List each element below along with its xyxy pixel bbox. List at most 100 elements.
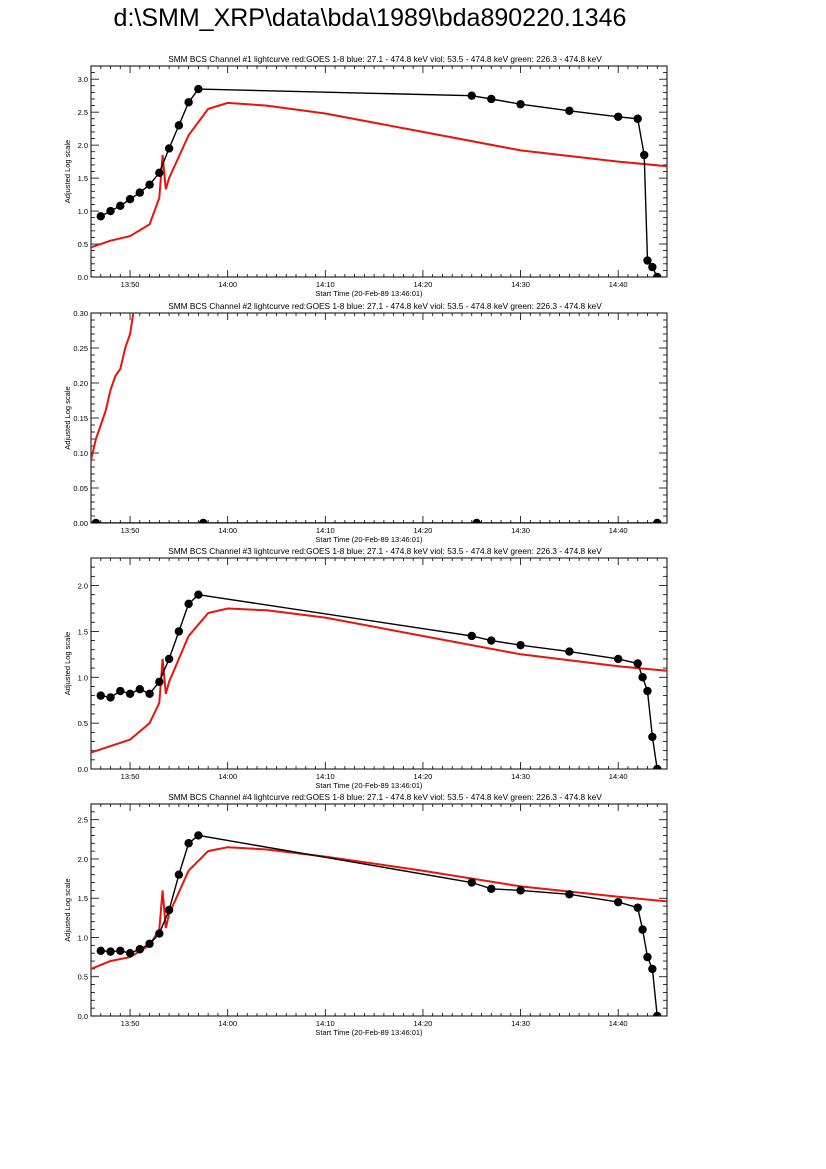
goes-series-line xyxy=(91,607,667,754)
x-tick-label: 14:00 xyxy=(218,772,237,781)
bcs-data-point xyxy=(116,201,125,210)
bcs-data-point xyxy=(565,890,574,899)
bcs-data-point xyxy=(516,640,525,650)
y-tick-label: 3.0 xyxy=(78,75,88,84)
bcs-data-point xyxy=(633,903,642,912)
y-tick-label: 1.5 xyxy=(78,174,88,183)
chart-title: SMM BCS Channel #4 lightcurve red:GOES 1… xyxy=(168,792,602,802)
bcs-data-point xyxy=(125,948,135,958)
bcs-data-point xyxy=(194,590,203,599)
bcs-data-point xyxy=(643,256,652,265)
y-tick-label: 1.0 xyxy=(78,673,88,682)
bcs-data-point xyxy=(155,168,164,178)
bcs-data-point xyxy=(174,627,184,636)
x-tick-label: 14:20 xyxy=(414,280,433,289)
bcs-data-point xyxy=(565,647,574,656)
y-axis-label: Adjusted Log scale xyxy=(63,878,72,941)
y-tick-label: 1.0 xyxy=(78,933,88,942)
bcs-data-point xyxy=(467,878,476,887)
bcs-data-point xyxy=(467,631,476,641)
goes-series-line xyxy=(91,101,667,249)
y-tick-label: 0.00 xyxy=(73,519,88,528)
bcs-data-point xyxy=(648,964,657,974)
chart-panel-2: SMM BCS Channel #2 lightcurve red:GOES 1… xyxy=(63,301,668,544)
bcs-data-point xyxy=(643,952,652,962)
bcs-data-point xyxy=(516,100,525,109)
bcs-data-point xyxy=(106,206,115,216)
y-axis-label: Adjusted Log scale xyxy=(63,632,72,695)
bcs-data-point xyxy=(155,677,164,687)
x-tick-label: 14:30 xyxy=(511,526,530,535)
bcs-data-point xyxy=(184,98,193,107)
x-tick-label: 14:20 xyxy=(414,526,433,535)
bcs-data-point xyxy=(516,886,525,895)
plot-frame xyxy=(90,803,668,1017)
x-tick-label: 14:40 xyxy=(609,1019,628,1028)
bcs-data-point xyxy=(164,654,174,664)
x-axis-label: Start Time (20-Feb-89 13:46:01) xyxy=(315,1028,423,1037)
y-tick-label: 0.05 xyxy=(73,484,88,493)
bcs-data-point xyxy=(174,870,184,879)
bcs-data-point xyxy=(648,262,657,272)
bcs-data-point xyxy=(653,272,662,277)
y-tick-label: 0.5 xyxy=(78,240,88,249)
bcs-data-point xyxy=(164,144,174,153)
x-tick-label: 14:20 xyxy=(414,772,433,781)
plot-frame xyxy=(90,65,668,278)
bcs-data-point xyxy=(487,636,496,645)
bcs-data-point xyxy=(643,686,652,696)
chart-panel-1: SMM BCS Channel #1 lightcurve red:GOES 1… xyxy=(63,54,668,298)
bcs-data-point xyxy=(613,897,623,907)
bcs-data-point xyxy=(199,518,208,523)
x-axis-label: Start Time (20-Feb-89 13:46:01) xyxy=(315,289,423,298)
y-tick-label: 1.0 xyxy=(78,207,88,216)
y-tick-label: 1.5 xyxy=(78,627,88,636)
chart-panel-4: SMM BCS Channel #4 lightcurve red:GOES 1… xyxy=(63,792,668,1037)
x-tick-label: 14:40 xyxy=(609,280,628,289)
bcs-data-point xyxy=(487,884,496,893)
x-axis-label: Start Time (20-Feb-89 13:46:01) xyxy=(315,781,423,790)
chart-title: SMM BCS Channel #1 lightcurve red:GOES 1… xyxy=(168,54,602,64)
x-tick-label: 13:50 xyxy=(121,772,140,781)
y-tick-label: 0.0 xyxy=(78,1012,88,1021)
bcs-data-point xyxy=(164,905,174,915)
y-tick-label: 0.20 xyxy=(73,379,88,388)
bcs-data-point xyxy=(116,946,125,956)
bcs-data-point xyxy=(613,112,623,121)
chart-title: SMM BCS Channel #3 lightcurve red:GOES 1… xyxy=(168,546,602,556)
bcs-data-point xyxy=(96,691,105,700)
y-tick-label: 2.0 xyxy=(78,855,88,864)
bcs-data-point xyxy=(96,212,105,221)
y-tick-label: 0.0 xyxy=(78,273,88,282)
bcs-data-point xyxy=(145,180,154,189)
bcs-data-point xyxy=(91,518,101,523)
x-tick-label: 14:30 xyxy=(511,772,530,781)
goes-series-line xyxy=(91,313,135,461)
bcs-data-point xyxy=(638,673,647,682)
bcs-data-point xyxy=(116,686,125,696)
goes-series-line xyxy=(91,846,667,970)
plot-frame xyxy=(90,312,668,524)
bcs-data-point xyxy=(653,518,662,523)
y-tick-label: 0.30 xyxy=(73,309,88,318)
bcs-data-point xyxy=(184,839,193,848)
bcs-data-point xyxy=(184,599,193,609)
x-tick-label: 14:10 xyxy=(316,526,335,535)
bcs-series-line xyxy=(100,834,658,1016)
x-tick-label: 14:40 xyxy=(609,526,628,535)
bcs-data-point xyxy=(633,114,642,123)
bcs-data-point xyxy=(565,106,574,116)
x-tick-label: 13:50 xyxy=(121,280,140,289)
y-tick-label: 2.0 xyxy=(78,141,88,150)
x-tick-label: 14:30 xyxy=(511,280,530,289)
bcs-series-line xyxy=(100,593,658,769)
bcs-data-point xyxy=(638,925,647,934)
plot-frame xyxy=(90,557,668,770)
y-axis-label: Adjusted Log scale xyxy=(63,386,72,449)
bcs-data-point xyxy=(613,654,623,664)
y-tick-label: 2.5 xyxy=(78,816,88,825)
bcs-data-point xyxy=(145,689,154,698)
y-tick-label: 0.10 xyxy=(73,449,88,458)
chart-panel-3: SMM BCS Channel #3 lightcurve red:GOES 1… xyxy=(63,546,668,790)
